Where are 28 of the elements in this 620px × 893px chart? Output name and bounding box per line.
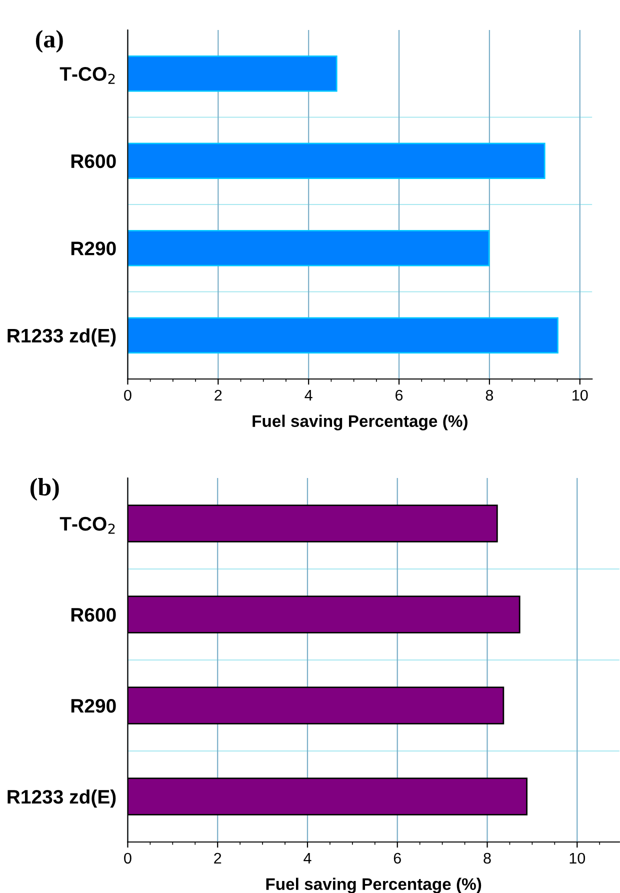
x-tick-label: 4	[304, 852, 312, 864]
x-tick-label: 6	[394, 852, 401, 864]
x-tick-label: 8	[486, 390, 494, 401]
x-tick-label: 10	[570, 852, 586, 864]
x-tick-label: 2	[214, 390, 222, 400]
y-tick-label: R600	[71, 608, 116, 622]
x-tick-label: 10	[572, 390, 588, 401]
y-tick-label: T-CO$_{2}$	[60, 516, 115, 534]
bar	[128, 55, 338, 92]
x-tick-label: 6	[396, 390, 403, 401]
x-tick-label: 0	[124, 390, 132, 401]
x-tick-label: 4	[304, 390, 312, 400]
x-tick-label: 0	[124, 852, 132, 864]
y-tick-label: T-CO$_{2}$	[60, 67, 115, 84]
bar	[128, 142, 546, 180]
chart-title: (a)	[36, 30, 63, 53]
chart-title: (b)	[30, 478, 59, 501]
bar	[128, 230, 490, 266]
x-tick-label: 8	[484, 852, 491, 864]
y-tick-label: R290	[71, 242, 116, 256]
y-tick-label: R290	[71, 698, 116, 713]
x-tick-label: 2	[214, 852, 222, 864]
y-tick-label: R1233 zd(E)	[8, 789, 116, 808]
y-tick-label: R600	[71, 154, 116, 168]
y-tick-label: R1233 zd(E)	[8, 328, 116, 346]
x-axis-title: Fuel saving Percentage (%)	[266, 878, 482, 893]
x-axis-title: Fuel saving Percentage (%)	[252, 414, 468, 430]
bar	[128, 317, 558, 354]
